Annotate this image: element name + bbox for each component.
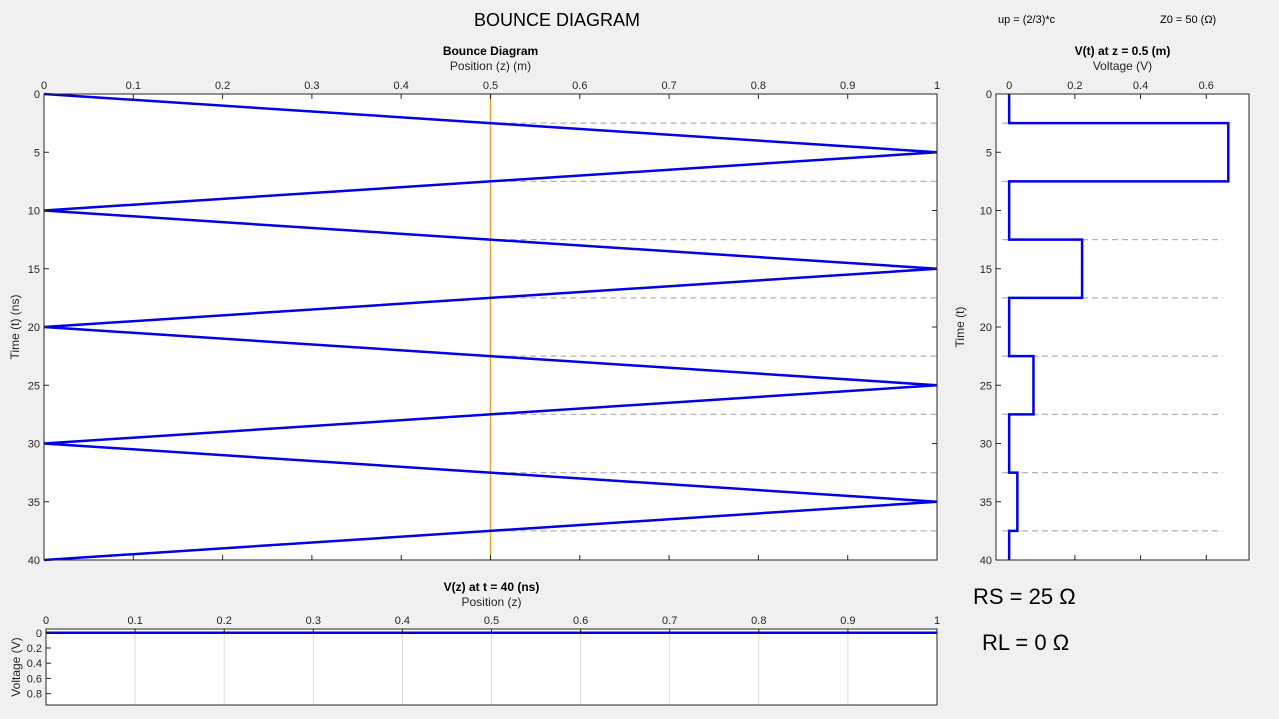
x-tick-label: 0.2 (1067, 80, 1082, 92)
x-tick-label: 0.8 (751, 615, 766, 627)
y-tick-label: 5 (34, 147, 40, 159)
x-tick-label: 0.3 (304, 80, 319, 92)
x-tick-label: 0.9 (840, 80, 855, 92)
y-tick-label: 0.4 (27, 658, 42, 670)
x-tick-label: 0.4 (394, 80, 409, 92)
y-tick-label: 0.6 (27, 673, 42, 685)
x-tick-label: 0.6 (1199, 80, 1214, 92)
y-tick-label: 20 (980, 322, 992, 334)
y-tick-label: 20 (28, 322, 40, 334)
x-tick-label: 0.1 (126, 80, 141, 92)
x-tick-label: 0.9 (840, 615, 855, 627)
x-tick-label: 0.2 (217, 615, 232, 627)
x-tick-label: 0.8 (751, 80, 766, 92)
x-tick-label: 0.3 (306, 615, 321, 627)
vz-chart: 0 0.1 0.2 0.3 0.4 0.5 0.6 0.7 0.8 0.9 1 0 0.2 0.4 0.6 0… (9, 580, 940, 706)
propagation-velocity-label: up = (2/3)*c (998, 14, 1056, 26)
x-tick-label: 0.2 (215, 80, 230, 92)
vt-plot-area (996, 94, 1249, 560)
y-tick-label: 10 (980, 206, 992, 218)
vt-title: V(t) at z = 0.5 (m) (1075, 44, 1171, 58)
y-tick-label: 30 (28, 439, 40, 451)
x-tick-label: 0.4 (395, 615, 410, 627)
vt-series-line (1007, 94, 1230, 560)
vz-y-axis-label: Voltage (V) (9, 637, 23, 696)
y-tick-label: 40 (980, 555, 992, 567)
y-tick-label: 40 (28, 555, 40, 567)
y-tick-label: 5 (986, 147, 992, 159)
vt-chart: 0 0.2 0.4 0.6 0 5 10 15 20 25 30 35 40 V(t) at z = 0.… (953, 44, 1250, 567)
x-tick-label: 0 (1006, 80, 1012, 92)
vt-y-axis-label: Time (t) (953, 307, 967, 348)
x-tick-label: 1 (934, 80, 940, 92)
bounce-x-axis-label: Position (z) (m) (450, 59, 531, 73)
y-tick-label: 0 (986, 89, 992, 101)
x-tick-label: 1 (934, 615, 940, 627)
x-tick-label: 0 (41, 80, 47, 92)
bounce-title: Bounce Diagram (443, 44, 538, 58)
x-tick-label: 0.1 (127, 615, 142, 627)
x-tick-label: 0.5 (483, 80, 498, 92)
y-tick-label: 15 (28, 264, 40, 276)
app-title: BOUNCE DIAGRAM (473, 10, 641, 30)
characteristic-impedance-label: Z0 = 50 (Ω) (1160, 14, 1217, 26)
y-tick-label: 0 (36, 628, 42, 640)
source-resistance-label: RS = 25 Ω (973, 584, 1076, 609)
x-tick-label: 0 (43, 615, 49, 627)
x-tick-label: 0.6 (573, 615, 588, 627)
y-tick-label: 0.2 (27, 643, 42, 655)
y-tick-label: 35 (28, 497, 40, 509)
bounce-y-axis-label: Time (t) (ns) (8, 295, 22, 360)
load-resistance-label: RL = 0 Ω (982, 630, 1070, 655)
y-tick-label: 10 (28, 206, 40, 218)
bounce-chart: 0 0.1 0.2 0.3 0.4 0.5 0.6 0.7 0.8 0.9 105101520253… (8, 44, 940, 567)
y-tick-label: 0 (34, 89, 40, 101)
y-tick-label: 15 (980, 264, 992, 276)
x-tick-label: 0.4 (1133, 80, 1148, 92)
y-tick-label: 25 (980, 380, 992, 392)
vz-title: V(z) at t = 40 (ns) (444, 580, 540, 594)
y-tick-label: 0.8 (27, 689, 42, 701)
y-tick-label: 30 (980, 439, 992, 451)
x-tick-label: 0.5 (484, 615, 499, 627)
vz-x-axis-label: Position (z) (461, 595, 521, 609)
x-tick-label: 0.6 (572, 80, 587, 92)
x-tick-label: 0.7 (662, 615, 677, 627)
y-tick-label: 35 (980, 497, 992, 509)
vt-x-axis-label: Voltage (V) (1093, 59, 1152, 73)
x-tick-label: 0.7 (661, 80, 676, 92)
y-tick-label: 25 (28, 380, 40, 392)
